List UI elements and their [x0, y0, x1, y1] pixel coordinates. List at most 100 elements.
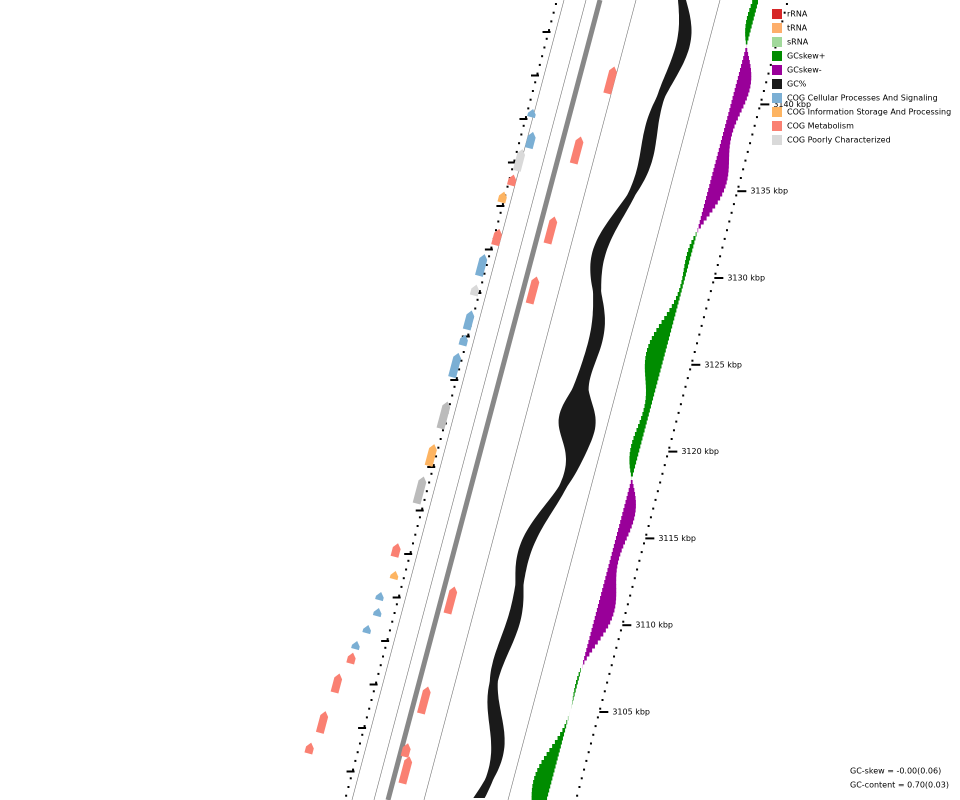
tick-dot [652, 507, 655, 510]
tick-dot [617, 638, 620, 641]
legend-label: COG Poorly Characterized [787, 136, 891, 145]
gc-skew [720, 140, 731, 145]
tick-dot [679, 403, 682, 406]
tick-dot [709, 290, 712, 293]
gc-skew [614, 540, 625, 545]
gc-skew [677, 292, 681, 297]
tick-dot [455, 377, 458, 380]
gc-skew [630, 480, 633, 485]
tick-dot [753, 124, 756, 127]
tick-dot [624, 612, 627, 614]
tick-dot [458, 368, 461, 371]
tick-dot [654, 498, 657, 501]
gc-skew [653, 332, 671, 337]
gene-arrow [497, 191, 507, 204]
gc-skew [584, 656, 587, 661]
tick-dot [531, 90, 534, 92]
gc-skew [745, 36, 749, 41]
tick-dot [448, 403, 451, 406]
tick-dot [656, 490, 659, 493]
gc-skew-stat: GC-skew = -0.00(0.06) [850, 767, 941, 776]
gc-skew [562, 728, 566, 733]
gc-skew [728, 112, 740, 117]
gc-skew [719, 144, 730, 149]
gc-skew [683, 272, 686, 277]
gc-skew [715, 160, 729, 165]
gc-skew [613, 544, 624, 549]
tick-dot [407, 559, 410, 562]
gene-arrow [424, 444, 437, 467]
tick-dot [402, 577, 405, 580]
tick-dot [481, 281, 484, 284]
tick-dot [368, 707, 371, 710]
tick-dot [432, 464, 435, 467]
gene-arrow [330, 673, 343, 694]
ring-line [507, 0, 721, 800]
tick-dot [384, 646, 387, 649]
tick-label: 3140 kbp [773, 100, 811, 109]
tick-dot [638, 559, 641, 562]
tick-dot [675, 420, 678, 423]
gc-skew [708, 188, 725, 193]
tick-dot [640, 551, 643, 554]
tick-dot [356, 751, 359, 754]
tick-dot [645, 533, 648, 536]
tick-dot [732, 203, 735, 206]
gc-skew [685, 260, 690, 265]
gc-skew [574, 688, 576, 693]
tick-dot [552, 11, 555, 14]
tick-dot [527, 107, 530, 110]
tick-dot [541, 55, 544, 58]
gene [398, 756, 413, 785]
gene [512, 149, 526, 172]
gc-skew [602, 588, 617, 593]
tick-dot [603, 690, 606, 693]
gc-skew [716, 156, 730, 161]
tick-dot [608, 672, 611, 675]
legend-label: COG Information Storage And Processing [787, 108, 951, 117]
gc-skew [661, 320, 674, 325]
gc-skew [745, 40, 748, 45]
gc-skew [644, 360, 663, 365]
tick-dot [615, 646, 618, 649]
tick-dot [483, 272, 486, 275]
gc-skew [680, 284, 683, 289]
tick-dot [418, 516, 421, 519]
tick-dot [672, 429, 675, 432]
gc-skew [585, 652, 590, 657]
tick-dot [490, 246, 493, 249]
gene-arrow [448, 352, 462, 379]
tick-label: 3135 kbp [750, 187, 788, 196]
gc-skew [739, 68, 751, 73]
gene-arrow [372, 607, 382, 618]
legend-label: sRNA [787, 38, 809, 47]
tick-dot [405, 568, 408, 571]
gc-skew [573, 692, 575, 697]
gc-skew [745, 24, 752, 29]
gc-skew [731, 100, 746, 105]
gc-skew [736, 80, 751, 85]
tick-dot [520, 133, 523, 136]
gene-arrow [400, 743, 411, 758]
tick-dot [515, 150, 518, 153]
tick-dot [666, 455, 669, 458]
gene-arrow [351, 640, 360, 651]
tick-dot [518, 142, 521, 145]
tick-dot [476, 298, 479, 301]
gc-skew [682, 276, 685, 281]
tick-dot [592, 733, 595, 736]
gc-skew [735, 84, 751, 89]
tick-dot [349, 777, 352, 780]
legend-label: COG Metabolism [787, 122, 854, 131]
gene-arrow [398, 756, 413, 785]
tick-dot [670, 438, 673, 440]
tick-label: 3110 kbp [635, 621, 673, 630]
gc-skew [712, 172, 729, 177]
tick-dot [661, 472, 664, 475]
tick-label: 3120 kbp [681, 447, 719, 456]
ring-line [423, 0, 637, 800]
gc-skew [750, 4, 757, 9]
gc-skew [725, 124, 735, 129]
gc-skew [599, 600, 616, 605]
backbone [385, 0, 603, 800]
